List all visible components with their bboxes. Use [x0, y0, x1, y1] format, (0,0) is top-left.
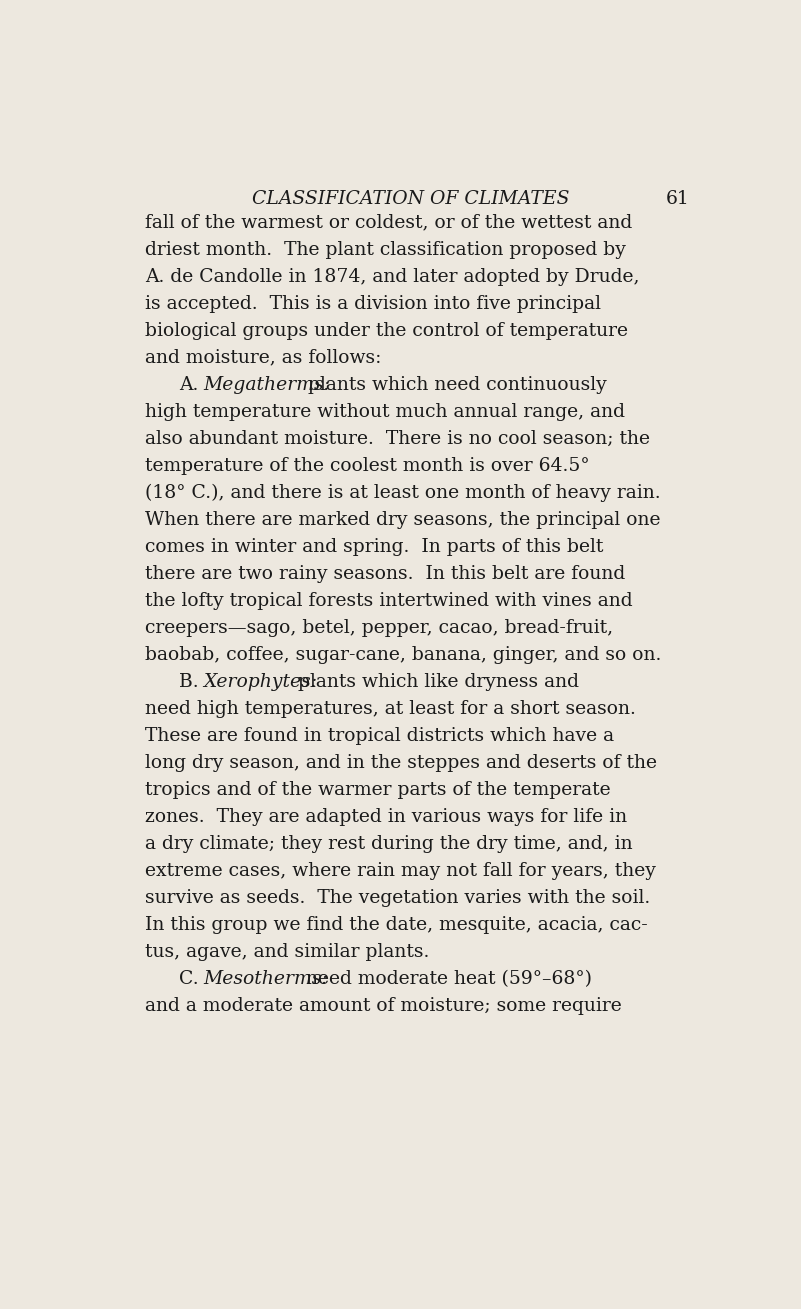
Text: and moisture, as follows:: and moisture, as follows: — [145, 348, 381, 367]
Text: comes in winter and spring.  In parts of this belt: comes in winter and spring. In parts of … — [145, 538, 603, 556]
Text: A.: A. — [179, 376, 211, 394]
Text: plants which like dryness and: plants which like dryness and — [292, 673, 579, 691]
Text: baobab, coffee, sugar-cane, banana, ginger, and so on.: baobab, coffee, sugar-cane, banana, ging… — [145, 645, 661, 664]
Text: driest month.  The plant classification proposed by: driest month. The plant classification p… — [145, 241, 626, 259]
Text: C.: C. — [179, 970, 211, 988]
Text: tropics and of the warmer parts of the temperate: tropics and of the warmer parts of the t… — [145, 781, 610, 798]
Text: long dry season, and in the steppes and deserts of the: long dry season, and in the steppes and … — [145, 754, 657, 772]
Text: survive as seeds.  The vegetation varies with the soil.: survive as seeds. The vegetation varies … — [145, 889, 650, 907]
Text: B.: B. — [179, 673, 211, 691]
Text: A. de Candolle in 1874, and later adopted by Drude,: A. de Candolle in 1874, and later adopte… — [145, 267, 639, 285]
Text: need high temperatures, at least for a short season.: need high temperatures, at least for a s… — [145, 700, 636, 717]
Text: (18° C.), and there is at least one month of heavy rain.: (18° C.), and there is at least one mont… — [145, 483, 661, 501]
Text: zones.  They are adapted in various ways for life in: zones. They are adapted in various ways … — [145, 808, 627, 826]
Text: CLASSIFICATION OF CLIMATES: CLASSIFICATION OF CLIMATES — [252, 190, 570, 208]
Text: tus, agave, and similar plants.: tus, agave, and similar plants. — [145, 942, 429, 961]
Text: high temperature without much annual range, and: high temperature without much annual ran… — [145, 403, 625, 420]
Text: a dry climate; they rest during the dry time, and, in: a dry climate; they rest during the dry … — [145, 835, 633, 853]
Text: also abundant moisture.  There is no cool season; the: also abundant moisture. There is no cool… — [145, 429, 650, 448]
Text: Mesotherms:: Mesotherms: — [203, 970, 328, 988]
Text: plants which need continuously: plants which need continuously — [302, 376, 606, 394]
Text: need moderate heat (59°–68°): need moderate heat (59°–68°) — [300, 970, 592, 988]
Text: and a moderate amount of moisture; some require: and a moderate amount of moisture; some … — [145, 997, 622, 1014]
Text: In this group we find the date, mesquite, acacia, cac-: In this group we find the date, mesquite… — [145, 916, 647, 933]
Text: These are found in tropical districts which have a: These are found in tropical districts wh… — [145, 726, 614, 745]
Text: Xerophytes:: Xerophytes: — [203, 673, 318, 691]
Text: temperature of the coolest month is over 64.5°: temperature of the coolest month is over… — [145, 457, 590, 475]
Text: When there are marked dry seasons, the principal one: When there are marked dry seasons, the p… — [145, 511, 660, 529]
Text: fall of the warmest or coldest, or of the wettest and: fall of the warmest or coldest, or of th… — [145, 213, 632, 232]
Text: the lofty tropical forests intertwined with vines and: the lofty tropical forests intertwined w… — [145, 592, 633, 610]
Text: extreme cases, where rain may not fall for years, they: extreme cases, where rain may not fall f… — [145, 861, 656, 880]
Text: creepers—sago, betel, pepper, cacao, bread-fruit,: creepers—sago, betel, pepper, cacao, bre… — [145, 619, 613, 636]
Text: biological groups under the control of temperature: biological groups under the control of t… — [145, 322, 628, 339]
Text: is accepted.  This is a division into five principal: is accepted. This is a division into fiv… — [145, 295, 601, 313]
Text: there are two rainy seasons.  In this belt are found: there are two rainy seasons. In this bel… — [145, 564, 625, 583]
Text: 61: 61 — [666, 190, 690, 208]
Text: Megatherms:: Megatherms: — [203, 376, 330, 394]
